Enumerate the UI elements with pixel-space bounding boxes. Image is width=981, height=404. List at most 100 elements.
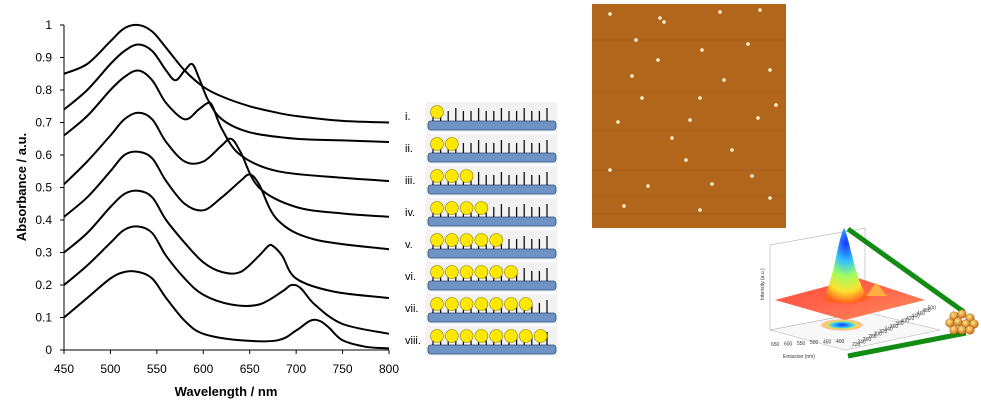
gold-nanoparticle bbox=[518, 297, 533, 311]
surface-floor bbox=[769, 311, 941, 351]
afm-spot bbox=[698, 208, 702, 212]
schematic-row: ii. bbox=[405, 134, 557, 164]
gold-nanoparticle bbox=[504, 297, 518, 311]
gold-nanoparticle bbox=[459, 297, 474, 311]
y-axis-ticks: 0 0.1 0.2 0.3 0.4 0.5 0.6 0.7 0.8 0.9 1 bbox=[35, 18, 64, 357]
afm-spot bbox=[746, 42, 750, 46]
surface-y-tick: 400 bbox=[901, 319, 910, 325]
gold-nanoparticle bbox=[474, 265, 489, 279]
afm-spot bbox=[774, 103, 778, 107]
afm-spot bbox=[662, 20, 666, 24]
gold-nanoparticle bbox=[444, 201, 459, 215]
row-label: viii. bbox=[405, 335, 421, 347]
afm-image bbox=[592, 4, 786, 228]
series-line-2 bbox=[63, 43, 390, 143]
gold-nanoparticle bbox=[459, 329, 474, 343]
afm-spot bbox=[634, 38, 638, 42]
schematic-row: viii. bbox=[405, 326, 557, 356]
row-label: v. bbox=[405, 239, 413, 251]
series-line-8 bbox=[63, 270, 390, 350]
dna-tile bbox=[427, 280, 557, 291]
afm-texture bbox=[592, 4, 786, 228]
surface-x-ticks: 650 600 550 500 450 400 bbox=[771, 339, 845, 348]
gold-nanoparticle bbox=[444, 329, 459, 343]
surface-y-tick: 440 bbox=[911, 313, 920, 319]
gold-nanoparticle bbox=[444, 265, 459, 279]
x-tick-label: 800 bbox=[379, 362, 399, 376]
gold-nanoparticle bbox=[489, 329, 504, 343]
afm-spot bbox=[756, 116, 760, 120]
series-line-6 bbox=[63, 189, 390, 299]
nanoparticle-tile-schematic: i. ii. iii. iv. v. vi. vii. viii. bbox=[405, 102, 557, 356]
x-tick-label: 750 bbox=[333, 362, 353, 376]
y-tick-label: 0 bbox=[45, 343, 52, 357]
dna-tile bbox=[427, 152, 557, 163]
surface-y-tick: 320 bbox=[879, 329, 888, 335]
row-label: vii. bbox=[405, 303, 418, 315]
x-axis-ticks: 450 500 550 600 650 700 750 800 bbox=[54, 350, 399, 376]
series-lines bbox=[63, 23, 390, 350]
afm-particle-spots bbox=[608, 8, 778, 212]
gold-nanoparticle bbox=[474, 201, 489, 215]
surface-y-tick: 420 bbox=[906, 316, 915, 322]
gold-nanoparticle bbox=[504, 329, 518, 343]
gold-nanoparticle bbox=[533, 329, 548, 343]
row-label: ii. bbox=[405, 143, 413, 155]
surface-x-tick: 500 bbox=[810, 340, 819, 346]
surface-y-tick: 220 bbox=[852, 342, 861, 348]
y-tick-label: 1 bbox=[45, 18, 52, 32]
gold-nanoparticle bbox=[518, 329, 533, 343]
surface-projection bbox=[820, 319, 864, 331]
surface-x-tick: 600 bbox=[784, 341, 793, 347]
y-tick-label: 0.7 bbox=[35, 116, 52, 130]
y-tick-label: 0.2 bbox=[35, 278, 52, 292]
afm-spot bbox=[670, 136, 674, 140]
schematic-row: v. bbox=[405, 230, 557, 260]
row-label: vi. bbox=[405, 271, 416, 283]
y-tick-label: 0.5 bbox=[35, 181, 52, 195]
surface-y-tick: 300 bbox=[874, 332, 883, 338]
gold-nanoparticle bbox=[444, 169, 459, 183]
surface-y-tick: 480 bbox=[922, 308, 931, 314]
gold-nanoparticle bbox=[430, 329, 444, 343]
gold-nanoparticle bbox=[459, 169, 474, 183]
y-tick-label: 0.8 bbox=[35, 83, 52, 97]
y-tick-label: 0.1 bbox=[35, 311, 52, 325]
afm-spot bbox=[622, 204, 626, 208]
cluster-particle bbox=[957, 309, 967, 319]
surface-y-ticks: 2202402602803003203403603804004204404604… bbox=[852, 306, 936, 348]
gold-nanoparticle bbox=[459, 265, 474, 279]
y-tick-label: 0.3 bbox=[35, 246, 52, 260]
y-tick-label: 0.6 bbox=[35, 148, 52, 162]
surface-x-tick: 400 bbox=[836, 339, 845, 345]
surface-x-label: Emission (nm) bbox=[783, 354, 815, 360]
gold-nanoparticle bbox=[489, 297, 504, 311]
afm-scan-streaks bbox=[592, 39, 786, 215]
cluster-particle bbox=[949, 325, 959, 335]
afm-background bbox=[592, 4, 786, 228]
schematic-row: i. bbox=[405, 102, 557, 132]
gold-nanoparticle bbox=[430, 201, 444, 215]
row-label: i. bbox=[405, 111, 411, 123]
schematic-row: vi. bbox=[405, 262, 557, 292]
afm-spot bbox=[768, 68, 772, 72]
afm-spot bbox=[700, 48, 704, 52]
series-line-7 bbox=[63, 225, 390, 335]
cluster-particle bbox=[965, 325, 975, 335]
afm-spot bbox=[684, 158, 688, 162]
afm-spot bbox=[722, 78, 726, 82]
dna-tile bbox=[427, 344, 557, 355]
surface-x-tick: 550 bbox=[797, 341, 806, 347]
surface-x-tick: 450 bbox=[823, 340, 832, 346]
gold-nanoparticle bbox=[474, 329, 489, 343]
green-frame-upper bbox=[846, 226, 966, 315]
afm-spot bbox=[608, 12, 612, 16]
y-axis-title: Absorbance / a.u. bbox=[14, 133, 29, 241]
afm-spot bbox=[710, 182, 714, 186]
series-line-4 bbox=[63, 111, 390, 218]
surface-y-tick: 460 bbox=[917, 311, 926, 317]
afm-spot bbox=[758, 8, 762, 12]
afm-spot bbox=[608, 168, 612, 172]
surface-y-tick: 360 bbox=[890, 324, 899, 330]
